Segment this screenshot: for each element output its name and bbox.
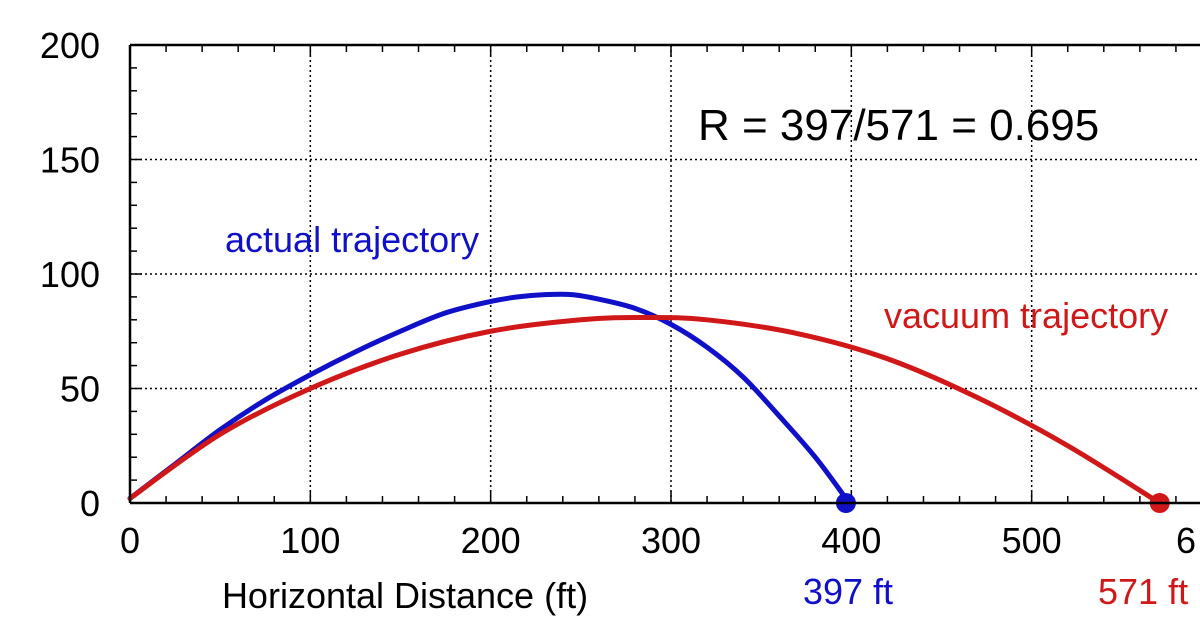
actual-trajectory-line: [127, 291, 849, 501]
y-tick-label-100: 100: [40, 254, 100, 295]
y-tick-label-0: 0: [80, 483, 100, 524]
y-tick-label-150: 150: [40, 140, 100, 181]
x-tick-label-100: 100: [280, 520, 340, 561]
x-tick-labels: 0 100 200 300 400 500 6: [120, 520, 1196, 561]
y-tick-label-50: 50: [60, 369, 100, 410]
vacuum-trajectory-line: [127, 314, 1163, 506]
actual-range-label: 397 ft: [803, 571, 893, 612]
x-tick-label-400: 400: [821, 520, 881, 561]
x-tick-label-300: 300: [641, 520, 701, 561]
x-tick-label-500: 500: [1002, 520, 1062, 561]
actual-trajectory-label: actual trajectory: [225, 219, 479, 260]
vacuum-trajectory-label: vacuum trajectory: [884, 295, 1168, 336]
y-tick-labels: 0 50 100 150 200: [40, 25, 100, 524]
x-tick-label-200: 200: [461, 520, 521, 561]
x-axis-title: Horizontal Distance (ft): [222, 575, 588, 616]
y-tick-label-200: 200: [40, 25, 100, 66]
x-tick-label-600: 6: [1176, 520, 1196, 561]
ratio-annotation: R = 397/571 = 0.695: [698, 101, 1099, 150]
x-tick-label-0: 0: [120, 520, 140, 561]
vacuum-range-label: 571 ft: [1098, 571, 1188, 612]
